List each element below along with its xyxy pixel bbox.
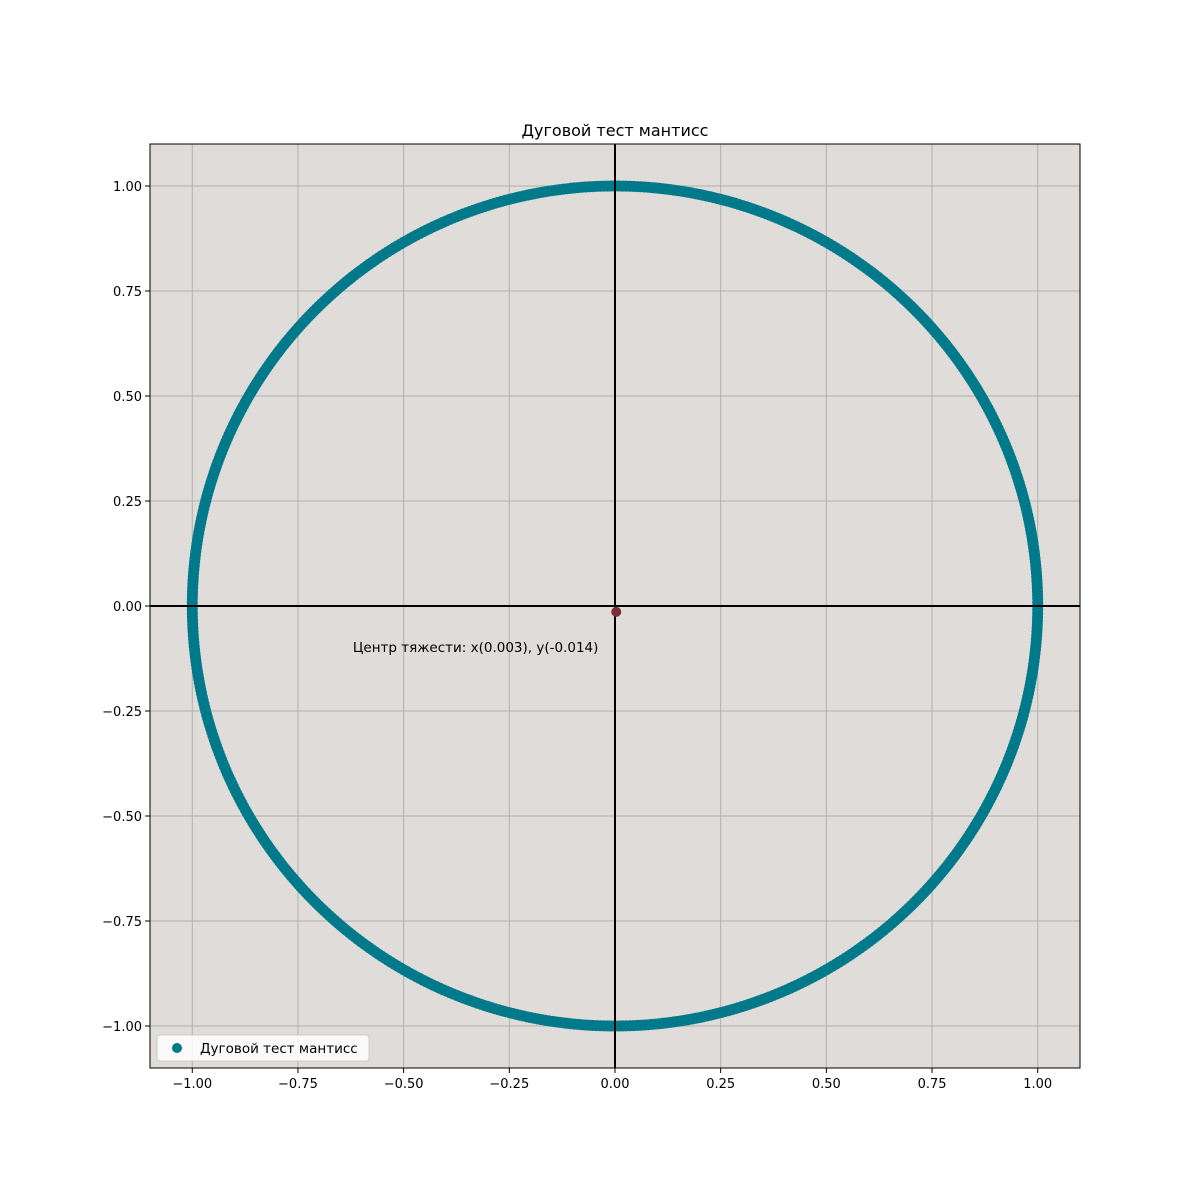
y-tick-label-1: −0.75 bbox=[102, 915, 142, 930]
y-tick-label-6: 0.50 bbox=[113, 390, 142, 405]
y-tick-label-3: −0.25 bbox=[102, 705, 142, 720]
x-tick-label-1: −0.75 bbox=[278, 1077, 318, 1092]
x-tick-label-8: 1.00 bbox=[1023, 1077, 1052, 1092]
data-points bbox=[186, 180, 1044, 1032]
x-tick-label-2: −0.50 bbox=[384, 1077, 424, 1092]
ticks: −1.00 −0.75 −0.50 −0.25 0.00 0.25 0.50 0.75 1.00… bbox=[102, 180, 1052, 1092]
x-tick-label-4: 0.00 bbox=[601, 1077, 630, 1092]
legend-label: Дуговой тест мантисс bbox=[200, 1041, 358, 1057]
chart-title: Дуговой тест мантисс bbox=[522, 121, 709, 140]
centroid-point bbox=[611, 606, 622, 617]
x-tick-label-6: 0.50 bbox=[812, 1077, 841, 1092]
centroid-layer bbox=[611, 606, 622, 617]
zero-axis-lines bbox=[150, 144, 1080, 1068]
y-tick-label-8: 1.00 bbox=[113, 180, 142, 195]
legend-marker bbox=[172, 1043, 182, 1053]
y-tick-label-0: −1.00 bbox=[102, 1020, 142, 1035]
x-tick-label-5: 0.25 bbox=[706, 1077, 735, 1092]
legend-box bbox=[156, 1034, 370, 1062]
x-tick-label-3: −0.25 bbox=[489, 1077, 529, 1092]
y-tick-label-2: −0.50 bbox=[102, 810, 142, 825]
y-tick-label-7: 0.75 bbox=[113, 285, 142, 300]
y-tick-label-4: 0.00 bbox=[113, 600, 142, 615]
x-tick-label-7: 0.75 bbox=[918, 1077, 947, 1092]
y-tick-label-5: 0.25 bbox=[113, 495, 142, 510]
legend: Дуговой тест мантисс bbox=[156, 1034, 370, 1062]
centroid-annotation: Центр тяжести: x(0.003), y(-0.014) bbox=[353, 640, 598, 656]
x-tick-label-0: −1.00 bbox=[172, 1077, 212, 1092]
